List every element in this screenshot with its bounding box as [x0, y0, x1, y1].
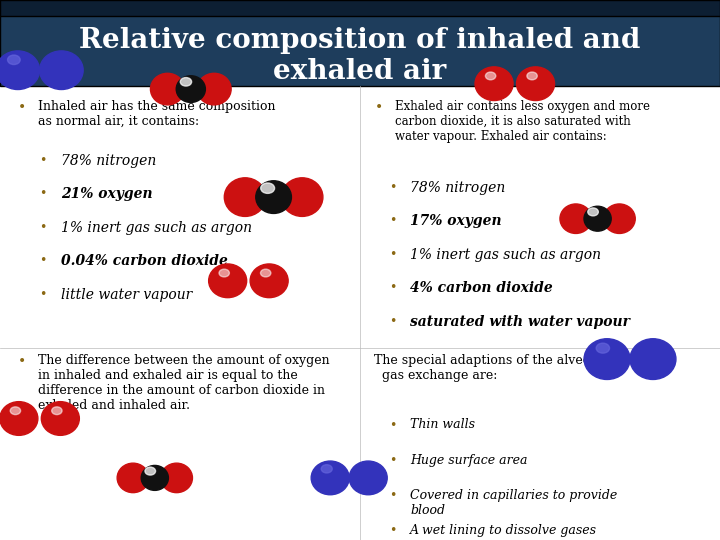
Text: •: • [40, 288, 47, 301]
Text: •: • [389, 489, 396, 502]
Ellipse shape [52, 407, 62, 415]
Ellipse shape [161, 463, 192, 492]
Ellipse shape [321, 465, 332, 473]
Ellipse shape [7, 55, 20, 65]
Text: •: • [389, 248, 396, 261]
Ellipse shape [225, 178, 266, 217]
Ellipse shape [630, 339, 676, 380]
Text: The special adaptions of the alveoli for
  gas exchange are:: The special adaptions of the alveoli for… [374, 354, 621, 382]
Ellipse shape [282, 178, 323, 217]
Text: •: • [389, 418, 396, 431]
Ellipse shape [0, 51, 40, 90]
Ellipse shape [485, 72, 496, 80]
Text: 21% oxygen: 21% oxygen [61, 187, 153, 201]
Ellipse shape [475, 67, 513, 100]
Ellipse shape [516, 67, 554, 100]
Text: Exhaled air contains less oxygen and more
carbon dioxide, it is also saturated w: Exhaled air contains less oxygen and mor… [395, 100, 649, 143]
Ellipse shape [40, 51, 84, 90]
Text: Relative composition of inhaled and: Relative composition of inhaled and [79, 27, 641, 54]
Ellipse shape [584, 339, 630, 380]
Ellipse shape [41, 402, 79, 435]
Ellipse shape [527, 72, 537, 80]
Text: little water vapour: little water vapour [61, 288, 192, 302]
Text: Huge surface area: Huge surface area [410, 454, 528, 467]
Ellipse shape [10, 407, 21, 415]
Ellipse shape [584, 206, 611, 231]
Ellipse shape [349, 461, 387, 495]
Ellipse shape [261, 183, 274, 193]
Text: Thin walls: Thin walls [410, 418, 475, 431]
Text: 17% oxygen: 17% oxygen [410, 214, 502, 228]
Text: Covered in capillaries to provide
blood: Covered in capillaries to provide blood [410, 489, 618, 517]
Text: •: • [18, 100, 26, 114]
Text: •: • [40, 254, 47, 267]
Ellipse shape [311, 461, 349, 495]
Ellipse shape [176, 76, 205, 103]
Ellipse shape [180, 78, 192, 86]
Ellipse shape [256, 181, 292, 213]
Text: •: • [389, 524, 396, 537]
Text: •: • [40, 221, 47, 234]
Text: Inhaled air has the same composition
as normal air, it contains:: Inhaled air has the same composition as … [38, 100, 276, 128]
Ellipse shape [250, 264, 288, 298]
Ellipse shape [145, 467, 156, 475]
Text: •: • [389, 181, 396, 194]
Text: 1% inert gas such as argon: 1% inert gas such as argon [410, 248, 601, 262]
Text: 0.04% carbon dioxide: 0.04% carbon dioxide [61, 254, 228, 268]
Ellipse shape [209, 264, 247, 298]
Text: •: • [18, 354, 26, 368]
Text: •: • [389, 454, 396, 467]
Text: exhaled air: exhaled air [274, 58, 446, 85]
Text: A wet lining to dissolve gases: A wet lining to dissolve gases [410, 524, 598, 537]
Ellipse shape [219, 269, 230, 277]
Ellipse shape [596, 343, 610, 353]
Text: •: • [389, 214, 396, 227]
Text: •: • [389, 315, 396, 328]
Text: saturated with water vapour: saturated with water vapour [410, 315, 630, 329]
Text: The difference between the amount of oxygen
in inhaled and exhaled air is equal : The difference between the amount of oxy… [38, 354, 330, 411]
Text: 4% carbon dioxide: 4% carbon dioxide [410, 281, 553, 295]
Ellipse shape [588, 208, 598, 216]
Text: •: • [40, 154, 47, 167]
Ellipse shape [0, 402, 38, 435]
Ellipse shape [117, 463, 149, 492]
Ellipse shape [150, 73, 184, 105]
Ellipse shape [603, 204, 635, 233]
FancyBboxPatch shape [0, 0, 720, 16]
Ellipse shape [560, 204, 592, 233]
Text: 78% nitrogen: 78% nitrogen [410, 181, 505, 195]
Text: •: • [40, 187, 47, 200]
Ellipse shape [261, 269, 271, 277]
Ellipse shape [197, 73, 231, 105]
Ellipse shape [141, 465, 168, 490]
Text: 78% nitrogen: 78% nitrogen [61, 154, 156, 168]
Text: 1% inert gas such as argon: 1% inert gas such as argon [61, 221, 252, 235]
Text: •: • [374, 100, 382, 114]
Text: •: • [389, 281, 396, 294]
FancyBboxPatch shape [0, 0, 720, 86]
